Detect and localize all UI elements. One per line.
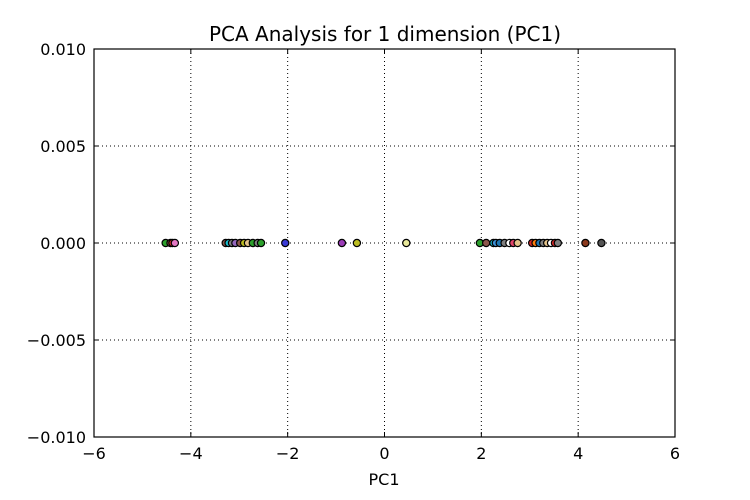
data-point xyxy=(481,238,491,248)
x-tick-label: 0 xyxy=(379,444,389,463)
x-tick-labels: −6 −4 −2 0 2 4 6 xyxy=(82,444,680,463)
axis-ticks xyxy=(93,48,676,438)
x-tick-label: 6 xyxy=(670,444,680,463)
chart-title: PCA Analysis for 1 dimension (PC1) xyxy=(209,22,561,46)
y-tick-label: 0.000 xyxy=(40,234,86,253)
y-tick-labels: −0.010 −0.005 0.000 0.005 0.010 xyxy=(27,40,86,447)
x-tick-label: −6 xyxy=(82,444,106,463)
data-point xyxy=(256,238,266,248)
data-point xyxy=(170,238,180,248)
x-axis-label: PC1 xyxy=(369,470,400,489)
x-tick-label: −2 xyxy=(276,444,300,463)
data-points xyxy=(161,238,606,248)
data-point xyxy=(597,238,606,248)
y-tick-label: 0.005 xyxy=(40,137,86,156)
data-point xyxy=(581,238,590,248)
y-tick-label: 0.010 xyxy=(40,40,86,59)
x-tick-label: 2 xyxy=(476,444,486,463)
data-point xyxy=(553,238,563,248)
x-tick-label: 4 xyxy=(573,444,583,463)
data-point xyxy=(352,238,362,248)
x-tick-label: −4 xyxy=(179,444,203,463)
data-point xyxy=(337,238,347,248)
y-tick-label: −0.010 xyxy=(27,428,86,447)
grid-lines xyxy=(94,49,675,437)
data-point xyxy=(402,238,411,248)
y-tick-label: −0.005 xyxy=(27,331,86,350)
data-point xyxy=(281,238,290,248)
data-point xyxy=(513,238,522,248)
